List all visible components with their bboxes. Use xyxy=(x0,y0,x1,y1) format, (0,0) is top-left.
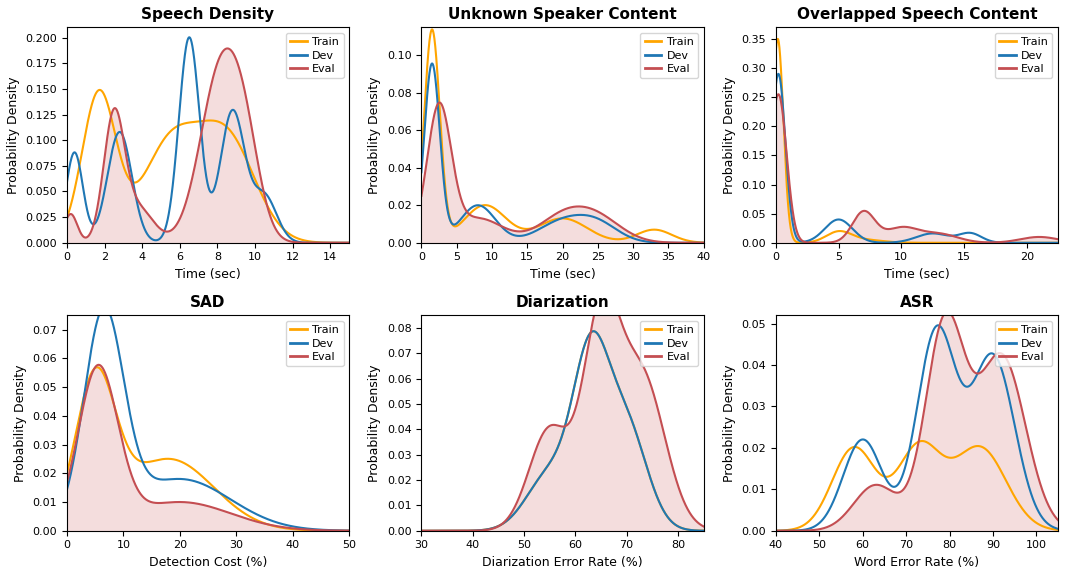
X-axis label: Time (sec): Time (sec) xyxy=(175,268,241,281)
Legend: Train, Dev, Eval: Train, Dev, Eval xyxy=(285,33,344,78)
Y-axis label: Probability Density: Probability Density xyxy=(368,76,381,194)
X-axis label: Word Error Rate (%): Word Error Rate (%) xyxy=(854,556,980,569)
Y-axis label: Probability Density: Probability Density xyxy=(14,364,27,482)
Title: Speech Density: Speech Density xyxy=(142,7,275,22)
Legend: Train, Dev, Eval: Train, Dev, Eval xyxy=(285,321,344,366)
Title: ASR: ASR xyxy=(900,295,934,310)
Title: Diarization: Diarization xyxy=(515,295,609,310)
Legend: Train, Dev, Eval: Train, Dev, Eval xyxy=(640,33,698,78)
Title: SAD: SAD xyxy=(191,295,226,310)
X-axis label: Time (sec): Time (sec) xyxy=(884,268,950,281)
Y-axis label: Probability Density: Probability Density xyxy=(7,76,20,194)
X-axis label: Time (sec): Time (sec) xyxy=(529,268,595,281)
X-axis label: Detection Cost (%): Detection Cost (%) xyxy=(149,556,267,569)
Title: Unknown Speaker Content: Unknown Speaker Content xyxy=(448,7,677,22)
Legend: Train, Dev, Eval: Train, Dev, Eval xyxy=(995,33,1052,78)
Legend: Train, Dev, Eval: Train, Dev, Eval xyxy=(995,321,1052,366)
Y-axis label: Probability Density: Probability Density xyxy=(723,76,736,194)
Legend: Train, Dev, Eval: Train, Dev, Eval xyxy=(640,321,698,366)
Title: Overlapped Speech Content: Overlapped Speech Content xyxy=(797,7,1037,22)
Y-axis label: Probability Density: Probability Density xyxy=(723,364,736,482)
Y-axis label: Probability Density: Probability Density xyxy=(368,364,381,482)
X-axis label: Diarization Error Rate (%): Diarization Error Rate (%) xyxy=(482,556,643,569)
